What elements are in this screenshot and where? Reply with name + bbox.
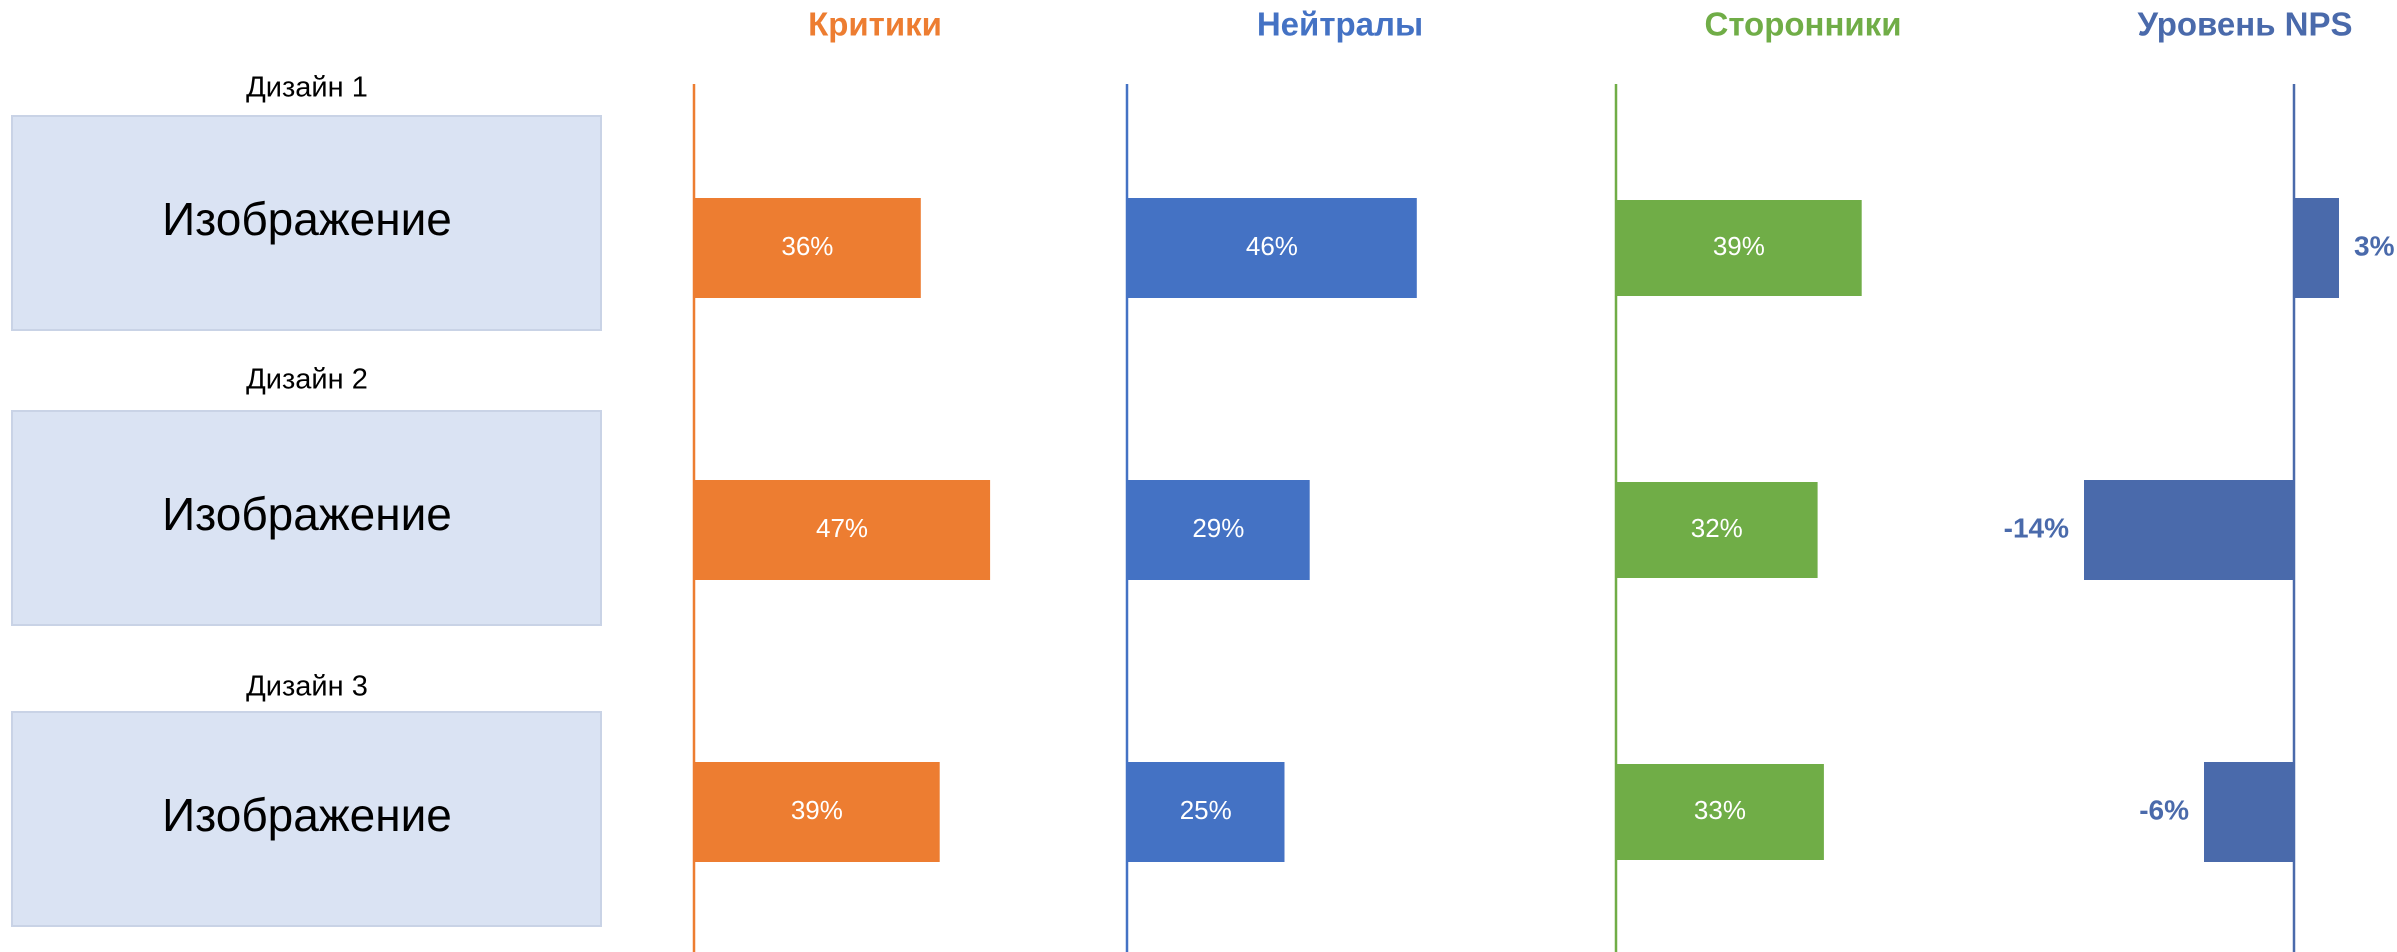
image-placeholder	[11, 115, 602, 331]
image-placeholder	[11, 711, 602, 927]
value-label: 39%	[1713, 231, 1765, 261]
column-title: Сторонники	[1705, 6, 1902, 43]
design-label: Дизайн 3	[246, 671, 368, 703]
bar	[1616, 764, 1824, 860]
bar	[2294, 198, 2339, 298]
bar	[694, 480, 991, 580]
bar	[2204, 762, 2294, 862]
image-placeholder	[11, 410, 602, 626]
value-label: -6%	[2139, 794, 2189, 825]
bar	[694, 762, 940, 862]
value-label: 25%	[1180, 795, 1232, 825]
value-label: 3%	[2354, 230, 2395, 261]
bar	[1616, 482, 1818, 578]
value-label: 46%	[1246, 231, 1298, 261]
column-title: Критики	[808, 6, 942, 43]
column-title: Уровень NPS	[2137, 6, 2352, 43]
value-label: 33%	[1694, 795, 1746, 825]
value-label: 36%	[781, 231, 833, 261]
bar	[1127, 198, 1417, 298]
bar	[1616, 200, 1862, 296]
column-title: Нейтралы	[1257, 6, 1423, 43]
bar	[2084, 480, 2294, 580]
value-label: -14%	[2004, 512, 2069, 543]
bar	[694, 198, 921, 298]
value-label: 47%	[816, 513, 868, 543]
value-label: 39%	[791, 795, 843, 825]
design-label: Дизайн 2	[246, 364, 368, 396]
value-label: 32%	[1691, 513, 1743, 543]
bar	[1127, 762, 1285, 862]
bar	[1127, 480, 1310, 580]
value-label: 29%	[1192, 513, 1244, 543]
image-label: Изображение	[162, 488, 452, 540]
image-label: Изображение	[162, 789, 452, 841]
image-label: Изображение	[162, 193, 452, 245]
design-label: Дизайн 1	[246, 72, 368, 104]
